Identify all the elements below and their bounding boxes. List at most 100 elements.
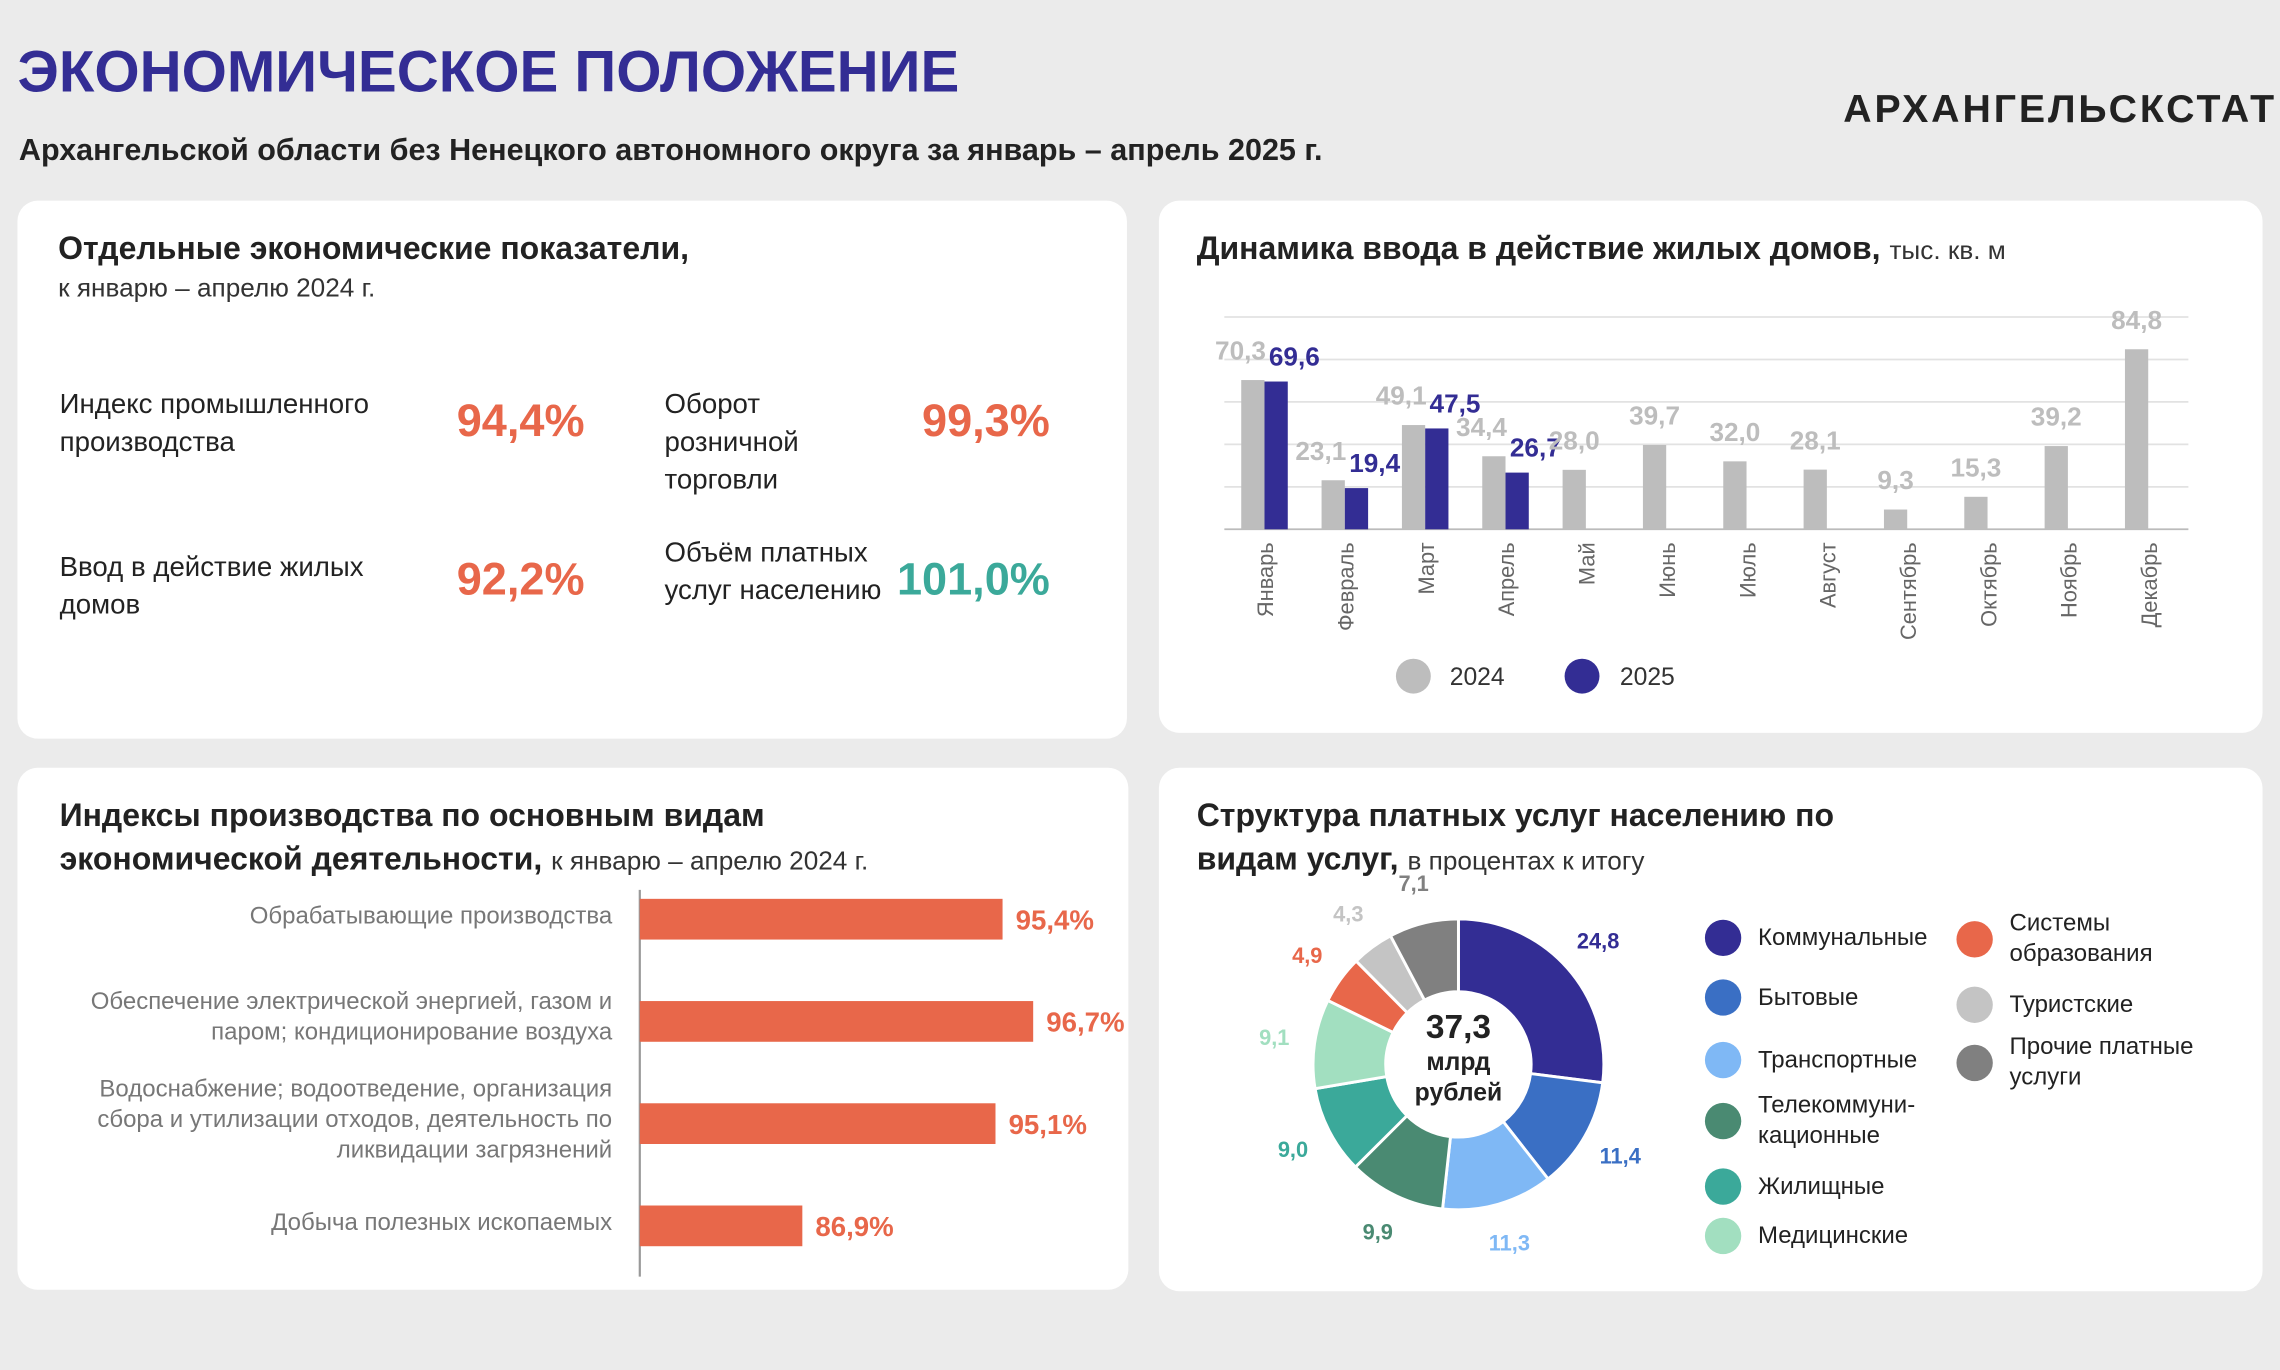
- x-tick-label: Декабрь: [2137, 542, 2162, 627]
- legend-label: Телекоммуни-кационные: [1757, 1092, 1916, 1149]
- x-tick-label: Май: [1575, 542, 1600, 585]
- value-label: 11,4: [1600, 1144, 1641, 1169]
- legend-swatch: [1704, 919, 1742, 957]
- value-label: 32,0: [1709, 417, 1760, 447]
- bar: [1505, 472, 1529, 530]
- indicators-title: Отдельные экономические показатели,: [58, 229, 690, 267]
- value-label: 95,4%: [1016, 904, 1094, 935]
- kpi-label: Оборот розничной торговли: [664, 389, 799, 496]
- legend-label: 2025: [1620, 664, 1675, 691]
- kpi-value: 101,0%: [896, 554, 1050, 605]
- bar: [1642, 445, 1667, 530]
- production-subtitle: к январю – апрелю 2024 г.: [551, 846, 869, 876]
- legend-label: Жилищные: [1757, 1172, 1885, 1199]
- value-label: 34,4: [1456, 412, 1507, 442]
- legend-label: Транспортные: [1757, 1046, 1918, 1073]
- indicators-subtitle: к январю – апрелю 2024 г.: [58, 273, 376, 303]
- bar: [639, 1205, 803, 1247]
- value-label: 4,3: [1333, 902, 1363, 927]
- value-label: 84,8: [2111, 305, 2162, 335]
- legend-swatch: [1704, 1041, 1742, 1079]
- value-label: 70,3: [1215, 336, 1266, 366]
- value-label: 19,4: [1349, 448, 1400, 478]
- x-tick-label: Январь: [1253, 542, 1278, 617]
- donut-segment: [1456, 917, 1606, 1085]
- legend-label: 2024: [1450, 664, 1505, 691]
- x-tick-label: Июнь: [1655, 542, 1680, 597]
- bar: [639, 898, 1003, 940]
- x-tick-label: Апрель: [1494, 542, 1519, 616]
- production-title: Индексы производства по основным видам э…: [59, 796, 765, 877]
- legend-swatch: [1956, 1044, 1993, 1082]
- category-label: Добыча полезных ископаемых: [271, 1209, 613, 1236]
- value-label: 11,3: [1489, 1231, 1530, 1256]
- value-label: 4,9: [1292, 943, 1322, 968]
- bar: [1264, 381, 1288, 530]
- page-title: ЭКОНОМИЧЕСКОЕ ПОЛОЖЕНИЕ: [17, 40, 960, 105]
- production-title-block: Индексы производства по основным видам э…: [60, 794, 1005, 883]
- bar: [1723, 461, 1747, 530]
- bar: [1344, 488, 1369, 530]
- housing-unit: тыс. кв. м: [1889, 235, 2006, 265]
- services-subtitle: в процентах к итогу: [1407, 846, 1645, 876]
- x-tick-label: Февраль: [1334, 542, 1359, 631]
- housing-title-block: Динамика ввода в действие жилых домов, т…: [1197, 227, 2006, 272]
- bar: [1964, 496, 1988, 530]
- x-tick-label: Июль: [1735, 542, 1760, 598]
- panel-indicators: [17, 200, 1127, 739]
- value-label: 23,1: [1295, 436, 1346, 466]
- kpi-value: 92,2%: [456, 554, 585, 605]
- kpi-label: Объём платных услуг населению: [664, 538, 882, 607]
- bar: [1401, 425, 1426, 530]
- bar: [1803, 469, 1827, 530]
- value-label: 9,1: [1259, 1025, 1289, 1050]
- x-tick-label: Сентябрь: [1896, 542, 1921, 640]
- x-tick-label: Ноябрь: [2057, 542, 2082, 618]
- value-label: 24,8: [1577, 929, 1619, 954]
- kpi-label: Ввод в действие жилых домов: [59, 552, 364, 621]
- legend-label: Туристские: [2009, 990, 2134, 1018]
- value-label: 96,7%: [1046, 1007, 1124, 1038]
- legend-label: Прочие платные услуги: [2009, 1033, 2194, 1091]
- bar: [1482, 456, 1506, 530]
- housing-title: Динамика ввода в действие жилых домов,: [1196, 229, 1881, 267]
- bar: [1321, 480, 1345, 530]
- legend-swatch: [1704, 979, 1742, 1016]
- legend-swatch: [1956, 921, 1993, 958]
- value-label: 39,2: [2031, 402, 2082, 432]
- category-label: Обрабатывающие производства: [249, 902, 613, 929]
- legend-swatch: [1704, 1217, 1742, 1255]
- bar: [1241, 380, 1265, 530]
- services-title: Структура платных услуг населению по вид…: [1196, 796, 1835, 877]
- legend-swatch: [1395, 658, 1431, 694]
- kpi-value: 99,3%: [922, 395, 1050, 447]
- bar: [1425, 428, 1449, 530]
- category-label: Обеспечение электрической энергией, газо…: [90, 989, 613, 1047]
- legend-label: Бытовые: [1757, 983, 1859, 1010]
- donut-segment: [1388, 917, 1460, 1003]
- category-label: Водоснабжение; водоотведение, организаци…: [97, 1076, 613, 1164]
- x-tick-label: Август: [1816, 542, 1841, 608]
- legend-swatch: [1956, 986, 1993, 1023]
- value-label: 9,9: [1363, 1219, 1393, 1244]
- value-label: 7,1: [1399, 871, 1429, 896]
- kpi-label: Индекс промышленного производства: [59, 389, 370, 459]
- bar: [639, 1103, 996, 1144]
- services-title-block: Структура платных услуг населению по вид…: [1197, 794, 1880, 883]
- x-tick-label: Октябрь: [1976, 542, 2001, 626]
- value-label: 9,0: [1278, 1137, 1308, 1162]
- value-label: 15,3: [1950, 452, 2001, 482]
- value-label: 9,3: [1877, 465, 1913, 495]
- center-label: млрд рублей: [1414, 1048, 1503, 1107]
- value-label: 49,1: [1376, 381, 1427, 411]
- legend-swatch: [1704, 1168, 1742, 1205]
- value-label: 47,5: [1430, 388, 1481, 418]
- value-label: 95,1%: [1009, 1109, 1087, 1140]
- page-subtitle: Архангельской области без Ненецкого авто…: [18, 133, 1323, 168]
- legend-label: Медицинские: [1757, 1222, 1909, 1249]
- bar: [1562, 469, 1586, 530]
- bar: [639, 1001, 1034, 1042]
